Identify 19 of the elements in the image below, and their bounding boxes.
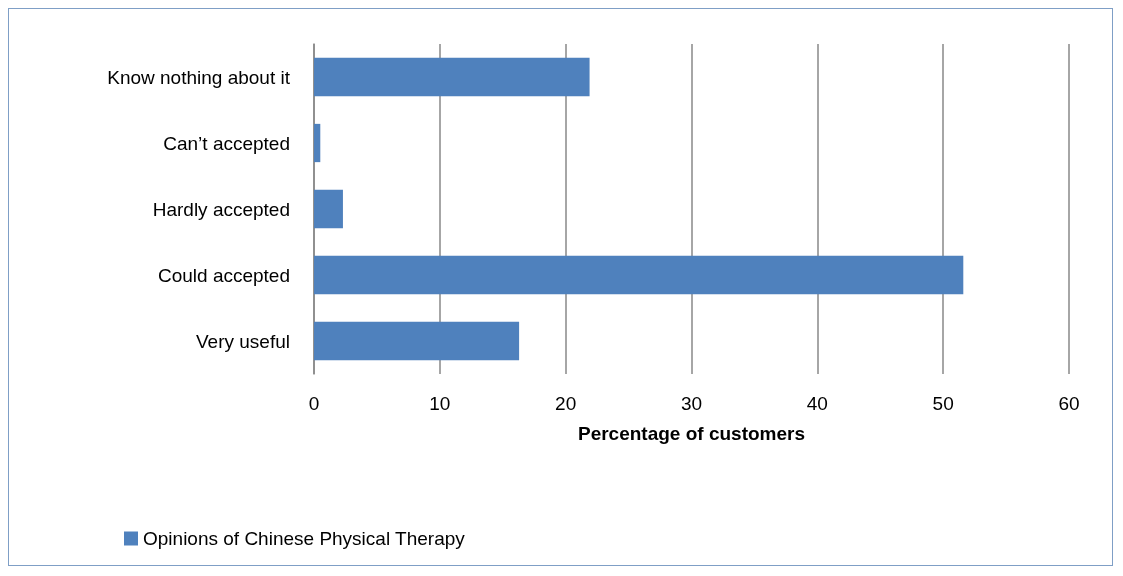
x-axis-title: Percentage of customers xyxy=(577,423,806,444)
bar xyxy=(314,321,520,361)
bar xyxy=(314,255,964,295)
x-tick-label: 20 xyxy=(555,393,577,414)
y-tick-label: Know nothing about it xyxy=(107,66,291,88)
bar xyxy=(314,123,321,163)
x-tick-label: 10 xyxy=(429,393,451,414)
legend-label: Opinions of Chinese Physical Therapy xyxy=(143,528,466,549)
x-tick-label: 30 xyxy=(680,393,703,414)
x-tick-label: 0 xyxy=(308,393,320,414)
x-tick-label: 60 xyxy=(1058,393,1080,414)
y-tick-label: Can’t accepted xyxy=(163,132,290,154)
y-tick-label: Could accepted xyxy=(157,264,290,286)
x-tick-label: 50 xyxy=(932,393,954,414)
x-tick-label: 40 xyxy=(806,393,828,414)
y-tick-label: Hardly accepted xyxy=(152,198,290,220)
bar xyxy=(314,189,343,229)
bar xyxy=(314,57,590,97)
y-tick-label: Very useful xyxy=(196,330,290,352)
